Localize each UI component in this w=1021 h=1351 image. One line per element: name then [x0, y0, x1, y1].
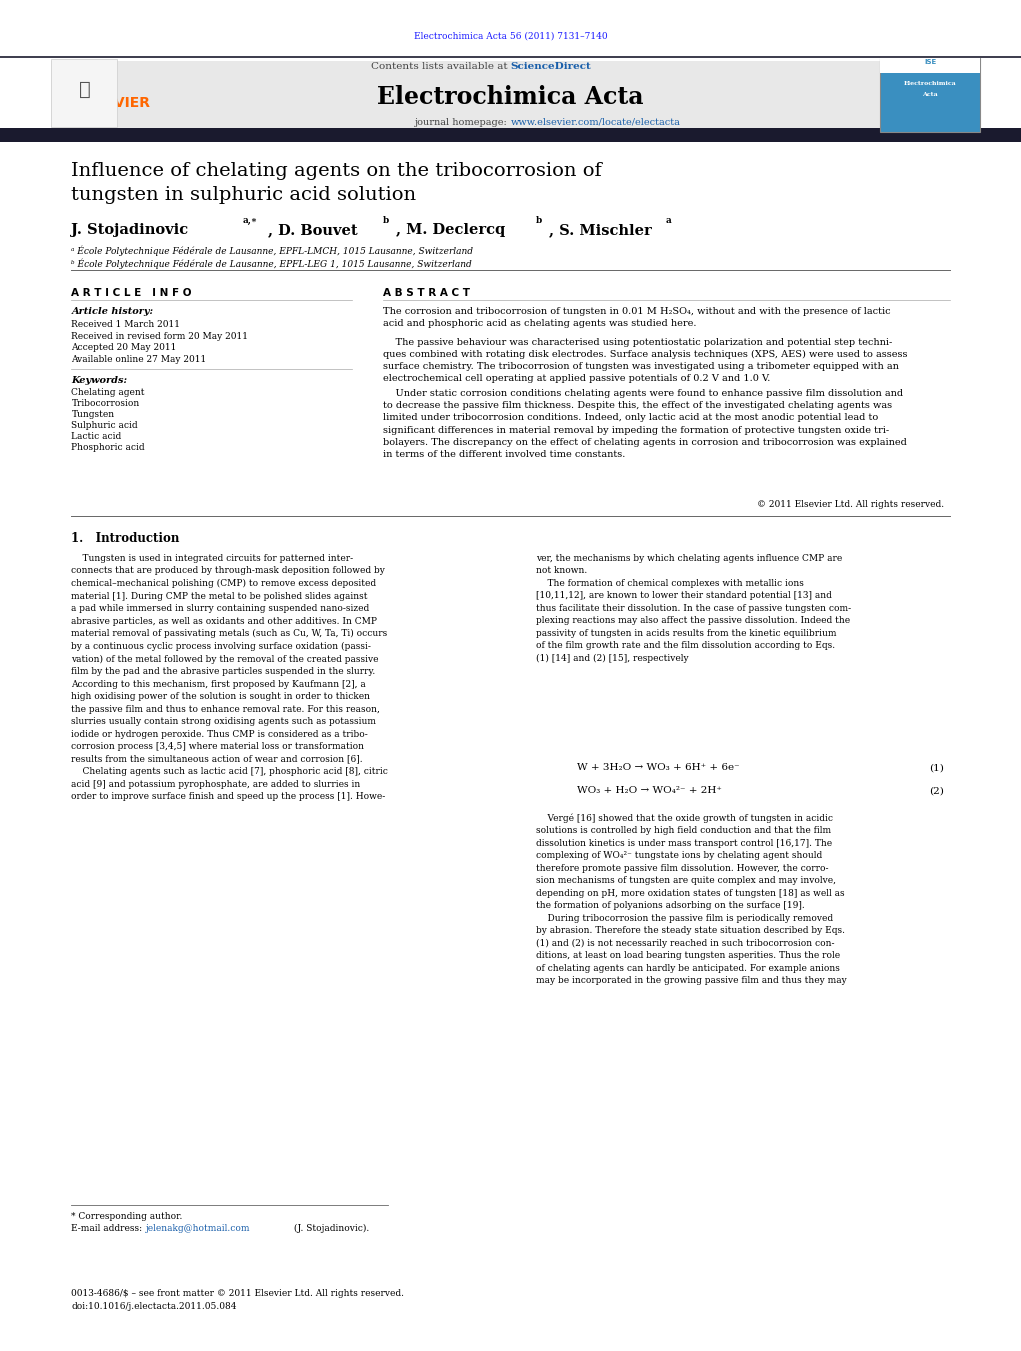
Text: The corrosion and tribocorrosion of tungsten in 0.01 M H₂SO₄, without and with t: The corrosion and tribocorrosion of tung…: [383, 307, 890, 328]
Text: Tungsten: Tungsten: [71, 409, 114, 419]
Text: * Corresponding author.: * Corresponding author.: [71, 1212, 183, 1221]
Text: a: a: [666, 216, 672, 226]
Text: J. Stojadinovic: J. Stojadinovic: [71, 223, 189, 236]
Text: (J. Stojadinovic).: (J. Stojadinovic).: [291, 1224, 370, 1233]
Text: Keywords:: Keywords:: [71, 376, 128, 385]
FancyBboxPatch shape: [51, 59, 117, 127]
Text: jelenakg@hotmail.com: jelenakg@hotmail.com: [146, 1224, 250, 1233]
Text: Lactic acid: Lactic acid: [71, 432, 121, 440]
FancyBboxPatch shape: [880, 58, 980, 132]
Text: WO₃ + H₂O → WO₄²⁻ + 2H⁺: WO₃ + H₂O → WO₄²⁻ + 2H⁺: [577, 786, 722, 796]
Text: Electrochimica Acta 56 (2011) 7131–7140: Electrochimica Acta 56 (2011) 7131–7140: [414, 31, 607, 41]
Text: b: b: [536, 216, 542, 226]
Text: 0013-4686/$ – see front matter © 2011 Elsevier Ltd. All rights reserved.: 0013-4686/$ – see front matter © 2011 El…: [71, 1289, 404, 1298]
Text: Electrochimica Acta: Electrochimica Acta: [377, 85, 644, 109]
Text: Chelating agent: Chelating agent: [71, 388, 145, 397]
Text: Received in revised form 20 May 2011: Received in revised form 20 May 2011: [71, 332, 248, 342]
Text: A B S T R A C T: A B S T R A C T: [383, 288, 470, 297]
Text: Influence of chelating agents on the tribocorrosion of
tungsten in sulphuric aci: Influence of chelating agents on the tri…: [71, 162, 602, 204]
Text: Phosphoric acid: Phosphoric acid: [71, 443, 145, 453]
Text: , S. Mischler: , S. Mischler: [549, 223, 652, 236]
FancyBboxPatch shape: [0, 128, 1021, 142]
Text: 🌳: 🌳: [79, 80, 91, 99]
Text: Acta: Acta: [922, 92, 938, 97]
Text: a,∗: a,∗: [243, 216, 258, 226]
Text: Tungsten is used in integrated circuits for patterned inter-
connects that are p: Tungsten is used in integrated circuits …: [71, 554, 388, 801]
Text: E-mail address:: E-mail address:: [71, 1224, 143, 1233]
FancyBboxPatch shape: [51, 61, 970, 128]
Text: Sulphuric acid: Sulphuric acid: [71, 422, 138, 430]
FancyBboxPatch shape: [880, 58, 980, 73]
Text: ᵃ École Polytechnique Fédérale de Lausanne, EPFL-LMCH, 1015 Lausanne, Switzerlan: ᵃ École Polytechnique Fédérale de Lausan…: [71, 246, 474, 257]
Text: ISE: ISE: [924, 59, 936, 65]
Text: ᵇ École Polytechnique Fédérale de Lausanne, EPFL-LEG 1, 1015 Lausanne, Switzerla: ᵇ École Polytechnique Fédérale de Lausan…: [71, 258, 473, 269]
Text: Vergé [16] showed that the oxide growth of tungsten in acidic
solutions is contr: Vergé [16] showed that the oxide growth …: [536, 813, 846, 985]
Text: Electrochimica: Electrochimica: [904, 81, 957, 86]
Text: ScienceDirect: ScienceDirect: [510, 62, 591, 72]
Text: The passive behaviour was characterised using potentiostatic polarization and po: The passive behaviour was characterised …: [383, 338, 908, 384]
Text: , D. Bouvet: , D. Bouvet: [268, 223, 357, 236]
Text: W + 3H₂O → WO₃ + 6H⁺ + 6e⁻: W + 3H₂O → WO₃ + 6H⁺ + 6e⁻: [577, 763, 739, 773]
Text: Tribocorrosion: Tribocorrosion: [71, 399, 140, 408]
Text: b: b: [383, 216, 389, 226]
Text: (1): (1): [929, 763, 944, 773]
Text: journal homepage:: journal homepage:: [415, 118, 510, 127]
Text: Available online 27 May 2011: Available online 27 May 2011: [71, 355, 206, 365]
Text: Contents lists available at: Contents lists available at: [371, 62, 510, 72]
Text: Article history:: Article history:: [71, 307, 153, 316]
Text: © 2011 Elsevier Ltd. All rights reserved.: © 2011 Elsevier Ltd. All rights reserved…: [758, 500, 944, 509]
Text: , M. Declercq: , M. Declercq: [396, 223, 505, 236]
Text: Received 1 March 2011: Received 1 March 2011: [71, 320, 181, 330]
Text: doi:10.1016/j.electacta.2011.05.084: doi:10.1016/j.electacta.2011.05.084: [71, 1302, 237, 1312]
Text: ELSEVIER: ELSEVIER: [77, 96, 150, 109]
Text: Accepted 20 May 2011: Accepted 20 May 2011: [71, 343, 177, 353]
Text: ver, the mechanisms by which chelating agents influence CMP are
not known.
    T: ver, the mechanisms by which chelating a…: [536, 554, 852, 663]
Text: A R T I C L E   I N F O: A R T I C L E I N F O: [71, 288, 192, 297]
Text: www.elsevier.com/locate/electacta: www.elsevier.com/locate/electacta: [510, 118, 680, 127]
Text: Under static corrosion conditions chelating agents were found to enhance passive: Under static corrosion conditions chelat…: [383, 389, 907, 459]
Text: (2): (2): [929, 786, 944, 796]
Text: 1.   Introduction: 1. Introduction: [71, 532, 180, 546]
